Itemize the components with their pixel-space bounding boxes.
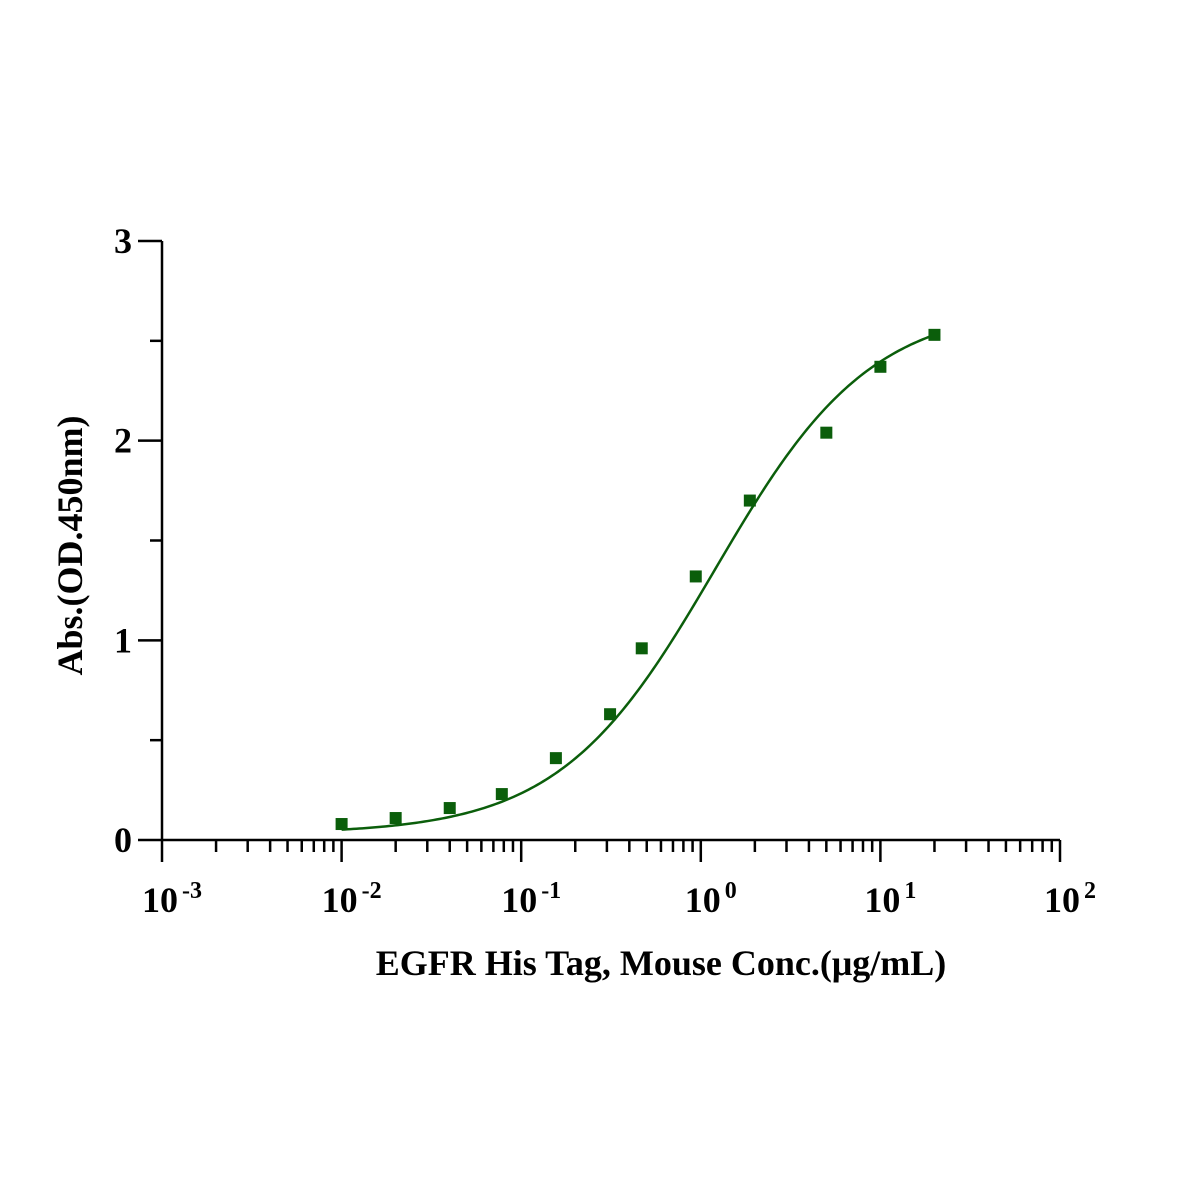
x-tick-label: 10 -2 <box>322 878 382 920</box>
data-point <box>389 812 402 825</box>
x-tick-label: 10 2 <box>1044 878 1096 920</box>
data-point <box>689 570 702 583</box>
data-point <box>743 494 756 507</box>
data-point <box>604 708 617 721</box>
axes <box>138 239 1062 862</box>
data-point <box>495 788 508 801</box>
x-axis-title: EGFR His Tag, Mouse Conc.(μg/mL) <box>376 943 946 983</box>
data-point <box>820 426 833 439</box>
data-point <box>549 752 562 765</box>
x-tick-label: 10 -1 <box>501 878 561 920</box>
y-tick-label: 0 <box>114 820 132 860</box>
data-points-layer <box>335 328 941 831</box>
fit-curve-layer <box>341 333 935 831</box>
y-tick-label: 2 <box>114 421 132 461</box>
data-point <box>335 818 348 831</box>
y-axis-title: Abs.(OD.450nm) <box>50 415 90 675</box>
data-point <box>928 328 941 341</box>
data-point <box>874 360 887 373</box>
y-tick-label: 3 <box>114 221 132 261</box>
x-tick-label: 10 0 <box>685 878 737 920</box>
data-point <box>635 642 648 655</box>
x-tick-label: 10 1 <box>864 878 916 920</box>
fit-curve <box>341 333 935 831</box>
labels-layer: 0 1 2 3 10 -3 10 -2 10 -1 10 0 10 1 10 2 EGFR His Tag, M… <box>50 221 1096 983</box>
y-tick-label: 1 <box>114 620 132 660</box>
x-tick-label: 10 -3 <box>142 878 202 920</box>
data-point <box>443 802 456 815</box>
